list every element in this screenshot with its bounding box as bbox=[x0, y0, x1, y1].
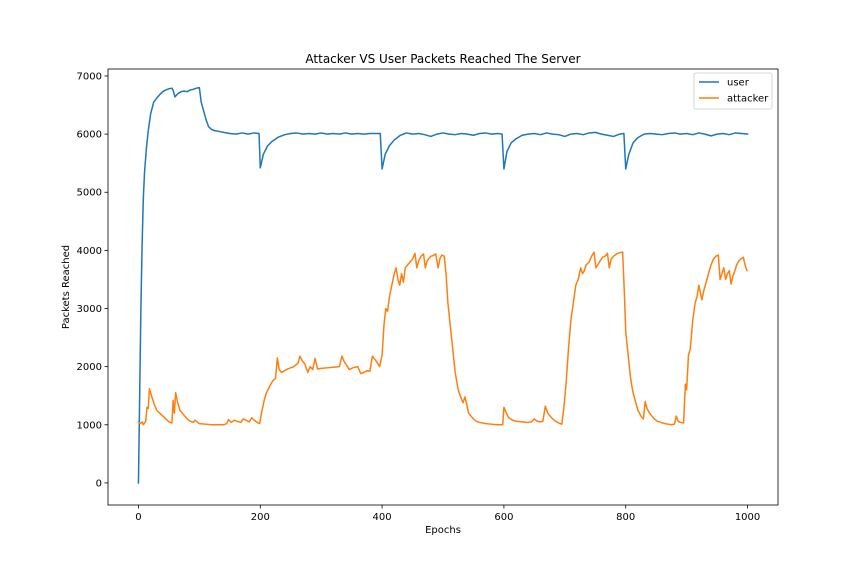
y-axis-label: Packets Reached bbox=[61, 245, 72, 329]
y-tick-label: 3000 bbox=[77, 304, 102, 315]
x-axis-ticks: 0 200 400 600 800 1000 bbox=[135, 505, 760, 523]
legend: user attacker bbox=[693, 72, 773, 110]
x-tick-label: 400 bbox=[373, 512, 392, 523]
chart-title: Attacker VS User Packets Reached The Ser… bbox=[305, 52, 580, 66]
series-layer bbox=[137, 86, 749, 484]
y-tick-label: 0 bbox=[96, 478, 102, 489]
x-axis-label: Epochs bbox=[425, 525, 461, 536]
y-tick-label: 1000 bbox=[77, 420, 102, 431]
x-tick-label: 0 bbox=[135, 512, 141, 523]
y-tick-label: 4000 bbox=[77, 246, 102, 257]
legend-label-user: user bbox=[727, 78, 750, 89]
y-tick-label: 6000 bbox=[77, 130, 102, 141]
series-line-attacker bbox=[137, 251, 748, 426]
x-tick-label: 800 bbox=[616, 512, 635, 523]
x-tick-label: 600 bbox=[494, 512, 513, 523]
y-tick-label: 2000 bbox=[77, 362, 102, 373]
series-line-user bbox=[137, 86, 749, 484]
legend-label-attacker: attacker bbox=[727, 94, 769, 105]
y-tick-label: 7000 bbox=[77, 71, 102, 82]
x-tick-label: 200 bbox=[251, 512, 270, 523]
x-tick-label: 1000 bbox=[735, 512, 760, 523]
plot-area bbox=[107, 68, 779, 506]
y-tick-label: 5000 bbox=[77, 188, 102, 199]
legend-entries: user attacker bbox=[699, 78, 769, 105]
y-axis-ticks: 0 1000 2000 3000 4000 5000 6000 7000 bbox=[77, 71, 108, 489]
axes-frame bbox=[107, 68, 779, 506]
